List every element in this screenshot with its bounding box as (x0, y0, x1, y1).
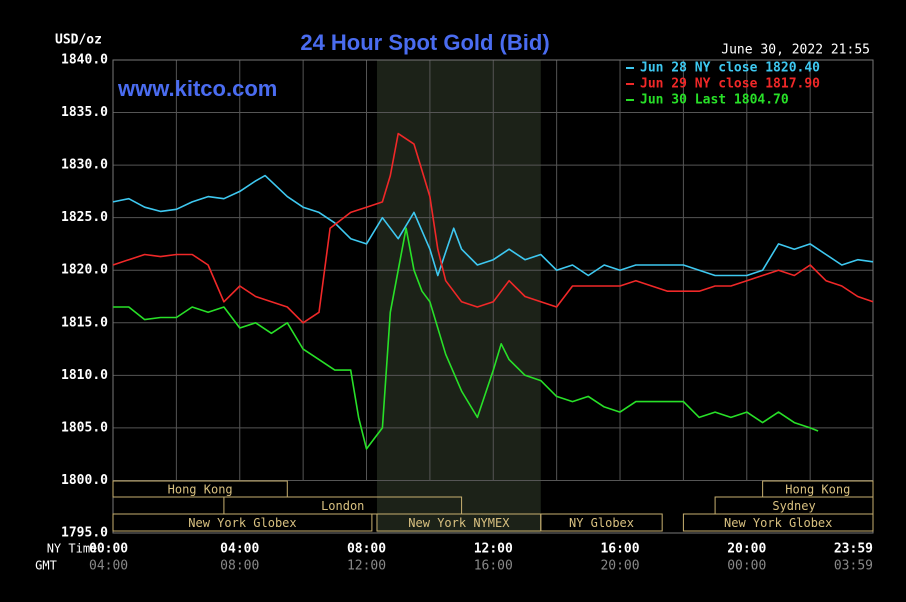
session-label: NY Globex (569, 516, 634, 530)
x2-tick-label: 04:00 (89, 559, 128, 574)
x2-tick-label: 00:00 (727, 559, 766, 574)
y-tick-label: 1830.0 (61, 158, 108, 173)
y-tick-label: 1815.0 (61, 315, 108, 330)
price-line (113, 227, 819, 450)
plot-frame (112, 59, 874, 534)
session-box (682, 513, 874, 532)
timestamp: June 30, 2022 21:55 (721, 43, 870, 58)
x-tick-label: 08:00 (347, 542, 386, 557)
legend-label: Jun 28 NY close 1820.40 (640, 61, 820, 76)
session-box (540, 513, 663, 532)
session-box (112, 480, 288, 498)
x2-tick-label: 12:00 (347, 559, 386, 574)
session-label: Sydney (772, 499, 815, 513)
y-tick-label: 1795.0 (61, 526, 108, 541)
x-axis-label: NY Time (47, 542, 98, 556)
y-tick-label: 1810.0 (61, 368, 108, 383)
x-tick-label: 20:00 (727, 542, 766, 557)
price-line (112, 132, 874, 324)
session-label: New York Globex (724, 516, 832, 530)
x-tick-label: 00:00 (89, 542, 128, 557)
session-label: Hong Kong (168, 483, 233, 497)
x-tick-label: 04:00 (220, 542, 259, 557)
y-tick-label: 1840.0 (61, 53, 108, 68)
y-tick-label: 1820.0 (61, 263, 108, 278)
session-label: Hong Kong (785, 483, 850, 497)
y-tick-label: 1825.0 (61, 210, 108, 225)
session-label: London (321, 499, 364, 513)
x2-tick-label: 03:59 (834, 559, 873, 574)
legend-label: Jun 29 NY close 1817.90 (640, 77, 820, 92)
price-line (112, 174, 874, 277)
legend-label: Jun 30 Last 1804.70 (640, 93, 789, 108)
session-label: New York NYMEX (408, 516, 510, 530)
x2-tick-label: 08:00 (220, 559, 259, 574)
x2-tick-label: 16:00 (474, 559, 513, 574)
session-box (112, 513, 373, 532)
x-tick-label: 16:00 (600, 542, 639, 557)
y-tick-label: 1805.0 (61, 420, 108, 435)
x2-axis-label: GMT (35, 559, 57, 573)
y-axis-label: USD/oz (55, 33, 102, 48)
x-tick-label: 12:00 (474, 542, 513, 557)
chart-title: 24 Hour Spot Gold (Bid) (300, 30, 549, 55)
x-tick-label: 23:59 (834, 542, 873, 557)
x2-tick-label: 20:00 (600, 559, 639, 574)
session-label: New York Globex (188, 516, 296, 530)
y-tick-label: 1835.0 (61, 105, 108, 120)
y-tick-label: 1800.0 (61, 473, 108, 488)
session-shade (376, 60, 541, 533)
plot-area (112, 59, 874, 534)
watermark: www.kitco.com (117, 76, 277, 101)
